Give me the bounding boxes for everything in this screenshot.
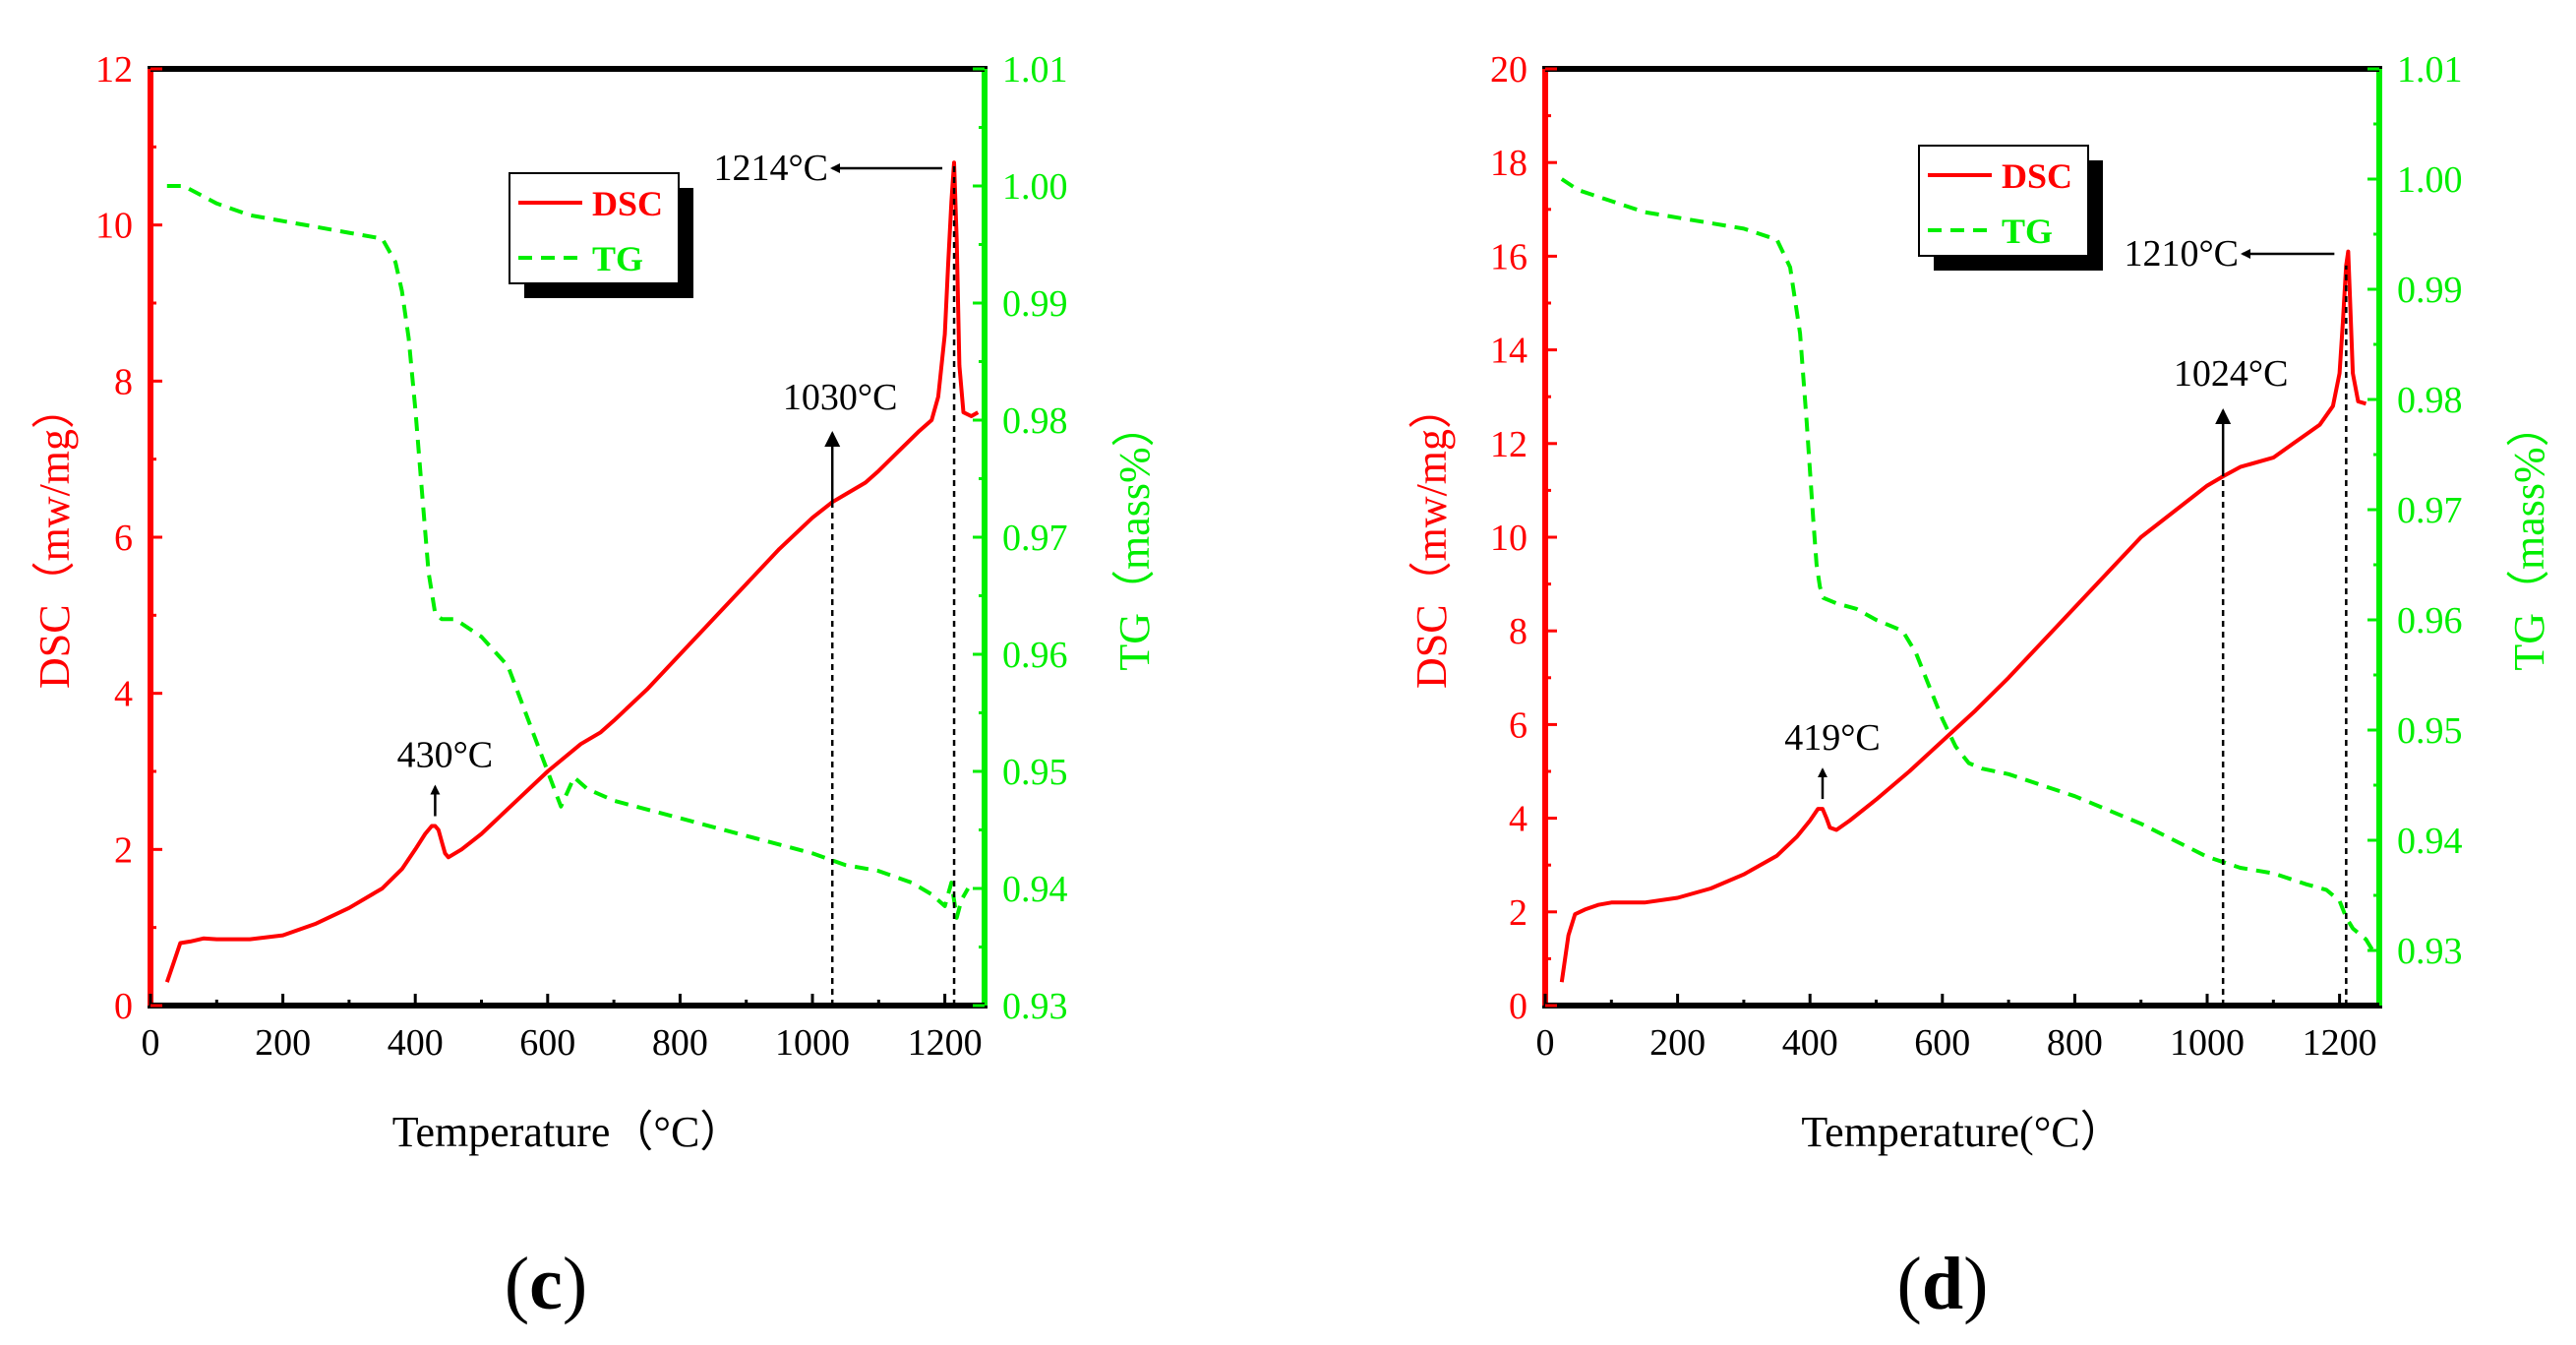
dsc-tg-chart-d: 0 200 400 600 800 1000 1200 02468101214161820 … [1408, 49, 2553, 1325]
x-tick-label: 600 [1914, 1022, 1970, 1064]
y-left-tick-label: 6 [1509, 704, 1528, 746]
y-right-tick-label: 0.93 [2397, 931, 2463, 972]
y-right-tick-label: 0.97 [2397, 490, 2463, 531]
x-tick-label: 1000 [2170, 1022, 2245, 1064]
x-ticks-c: 0 200 400 600 800 1000 1200 [142, 994, 983, 1064]
y-right-tick-label: 0.96 [2397, 600, 2463, 642]
y-left-tick-label: 8 [114, 361, 133, 402]
y-left-tick-label: 0 [114, 986, 133, 1027]
y-right-tick-label: 0.96 [1002, 635, 1068, 676]
legend-c: DSC TG [509, 172, 693, 298]
y-right-tick-label: 1.00 [1002, 166, 1068, 208]
y-left-tick-label: 18 [1490, 143, 1528, 184]
y-right-tick-label: 1.01 [2397, 49, 2463, 91]
dsc-tg-chart-c: 0 200 400 600 800 1000 1200 0 2 4 6 8 10 12 0.93 0.94… [30, 49, 1159, 1325]
y-left-ticks-c: 0 2 4 6 8 10 12 [95, 49, 162, 1027]
y-right-axis-title: TG（mass%） [1110, 403, 1159, 670]
annotation-label: 419°C [1784, 717, 1881, 759]
tg-series-line [1560, 177, 2375, 952]
y-right-tick-label: 1.01 [1002, 49, 1068, 91]
annotations-d: 419°C 1024°C 1210°C [1784, 233, 2348, 1006]
series-layer-d [1559, 177, 2375, 983]
annotations-c: 430°C 1030°C 1214°C [397, 148, 956, 1006]
series-layer-c [164, 160, 980, 983]
x-tick-label: 0 [142, 1022, 160, 1064]
y-left-tick-label: 6 [114, 518, 133, 559]
legend-tg-label: TG [2002, 212, 2053, 251]
tg-series-line [166, 184, 970, 920]
panel-label-d: (d) [1897, 1243, 1989, 1325]
y-left-axis-title: DSC（mw/mg） [30, 386, 79, 689]
panel-label-c: (c) [505, 1243, 587, 1325]
annotation-label: 1210°C [2124, 233, 2239, 275]
x-tick-label: 200 [1649, 1022, 1706, 1064]
y-right-ticks-d: 0.93 0.94 0.95 0.96 0.97 0.98 0.99 1.00 1.01 [2367, 49, 2463, 972]
y-left-tick-label: 8 [1509, 611, 1528, 652]
annotation-label: 430°C [397, 735, 494, 776]
x-tick-label: 1000 [775, 1022, 850, 1064]
x-tick-label: 400 [388, 1022, 444, 1064]
dsc-series-line [1559, 249, 2367, 983]
annotation-label: 1024°C [2174, 353, 2289, 395]
y-right-tick-label: 0.94 [2397, 821, 2463, 862]
x-tick-label: 200 [255, 1022, 311, 1064]
legend-dsc-label: DSC [2002, 156, 2072, 196]
x-tick-label: 800 [652, 1022, 708, 1064]
y-left-tick-label: 10 [95, 206, 133, 247]
y-right-tick-label: 0.98 [2397, 380, 2463, 421]
y-right-tick-label: 0.98 [1002, 400, 1068, 442]
y-left-tick-label: 4 [1509, 799, 1528, 840]
y-left-ticks-d: 0 2 4 6 8 10 12 14 16 18 20 [1490, 49, 1557, 1027]
y-left-tick-label: 20 [1490, 49, 1528, 91]
y-right-tick-label: 1.00 [2397, 159, 2463, 201]
y-right-ticks-c: 0.93 0.94 0.95 0.96 0.97 0.98 0.99 1.00 1.01 [973, 49, 1068, 1027]
x-tick-label: 400 [1782, 1022, 1838, 1064]
y-right-tick-label: 0.95 [1002, 752, 1068, 793]
y-right-tick-label: 0.99 [2397, 270, 2463, 311]
y-right-tick-label: 0.93 [1002, 986, 1068, 1027]
annotation-label: 1030°C [783, 377, 898, 418]
x-ticks-d: 0 200 400 600 800 1000 1200 [1536, 994, 2377, 1064]
dsc-series-line [164, 160, 980, 983]
y-left-tick-label: 0 [1509, 986, 1528, 1027]
x-tick-label: 1200 [908, 1022, 983, 1064]
legend-d: DSC TG [1918, 145, 2103, 271]
x-tick-label: 600 [519, 1022, 575, 1064]
y-left-tick-label: 14 [1490, 331, 1528, 372]
y-left-axis-title: DSC（mw/mg） [1408, 386, 1456, 689]
y-left-tick-label: 2 [114, 829, 133, 871]
y-left-tick-label: 10 [1490, 518, 1528, 559]
x-tick-label: 800 [2047, 1022, 2103, 1064]
y-right-tick-label: 0.94 [1002, 869, 1068, 910]
y-right-tick-label: 0.95 [2397, 710, 2463, 752]
y-left-tick-label: 4 [114, 674, 133, 715]
x-tick-label: 0 [1536, 1022, 1555, 1064]
legend-dsc-label: DSC [592, 184, 663, 223]
annotation-label: 1214°C [713, 148, 828, 189]
y-right-tick-label: 0.97 [1002, 518, 1068, 559]
y-left-tick-label: 12 [95, 49, 133, 91]
y-left-tick-label: 16 [1490, 236, 1528, 277]
y-right-axis-title: TG（mass%） [2505, 403, 2553, 670]
y-left-tick-label: 12 [1490, 424, 1528, 465]
y-left-tick-label: 2 [1509, 892, 1528, 934]
x-axis-title: Temperature(°C） [1801, 1108, 2123, 1156]
x-tick-label: 1200 [2303, 1022, 2377, 1064]
y-right-tick-label: 0.99 [1002, 283, 1068, 325]
legend-tg-label: TG [592, 239, 643, 278]
x-axis-title: Temperature（°C） [392, 1108, 744, 1156]
